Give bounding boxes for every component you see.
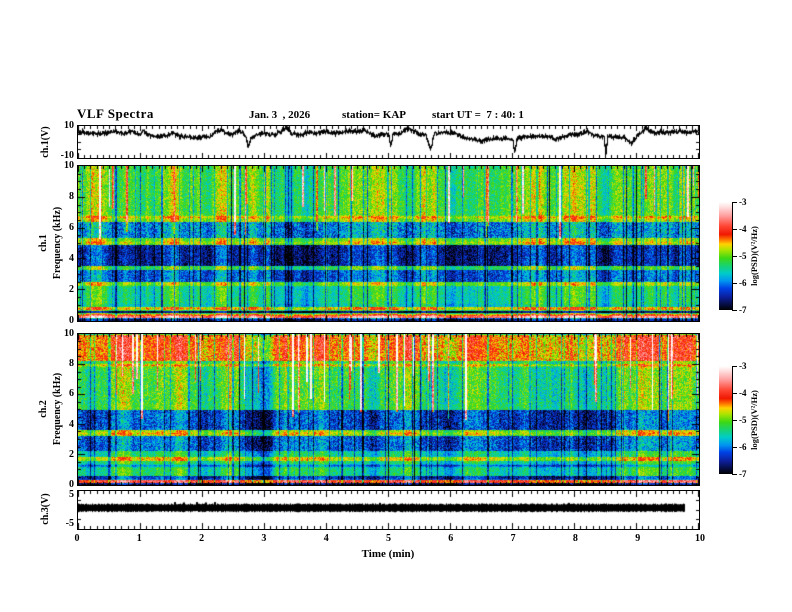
ch2-freq-tick-label: 10 (64, 328, 74, 339)
colorbar-tick (732, 420, 737, 421)
ch2-spectrogram-canvas (78, 334, 699, 485)
time-tick-label: 2 (199, 533, 205, 544)
ch1-freq-tick-label: 8 (69, 191, 74, 202)
ch1-freq-tick-label: 2 (69, 284, 74, 295)
colorbar-tick-label: -5 (739, 415, 747, 425)
colorbar-tick-label: -3 (739, 197, 747, 207)
time-tick-label: 8 (572, 533, 578, 544)
ch1-freq-tick-label: 0 (69, 315, 74, 326)
colorbar-tick (732, 310, 737, 311)
colorbar-tick-label: -3 (739, 361, 747, 371)
colorbar-tick (732, 366, 737, 367)
figure-title: VLF Spectra (77, 106, 154, 121)
colorbar-tick-label: -6 (739, 442, 747, 452)
time-tick-label: 5 (386, 533, 391, 544)
station-label: station= KAP (342, 109, 407, 121)
colorbar-tick-label: -5 (739, 251, 747, 261)
colorbar-tick (732, 202, 737, 203)
colorbar-tick-label: -4 (739, 224, 747, 234)
time-tick-label: 1 (136, 533, 142, 544)
ch2-freq-tick-label: 2 (69, 448, 74, 460)
colorbar-ch1-title: log(PSD)(V²/Hz) (749, 226, 759, 286)
colorbar-tick-label: -7 (739, 305, 747, 315)
ch1-volt-tick-label: 10 (64, 120, 74, 131)
ch3-voltage-axis-title: ch.3(V) (40, 493, 51, 525)
colorbar-tick-label: -6 (739, 278, 747, 288)
time-tick-label: 3 (261, 533, 267, 544)
time-axis-title: Time (min) (361, 548, 415, 560)
colorbar-tick (732, 393, 737, 394)
colorbar-tick (732, 474, 737, 475)
ch2-spectrogram-panel (77, 333, 700, 486)
colorbar-tick (732, 256, 737, 257)
ch1-volt-tick-label: -10 (60, 150, 74, 161)
ch3-output-canvas (78, 491, 699, 529)
colorbar-tick (732, 283, 737, 284)
colorbar-tick (732, 229, 737, 230)
ch1-freq-tick-label: 10 (64, 160, 74, 171)
ch2-freq-tick-label: 6 (69, 388, 74, 400)
ch1-spectrogram-canvas (78, 166, 699, 321)
ch1-spectrogram-panel (77, 165, 700, 322)
colorbar-tick-label: -7 (739, 469, 747, 479)
date-label: Jan. 3 , 2026 (249, 109, 311, 121)
colorbar-ch2 (719, 366, 732, 474)
start-ut-label: start UT = 7 : 40: 1 (432, 109, 524, 121)
time-tick-label: 9 (635, 533, 641, 544)
ch2-freq-tick-label: 8 (69, 358, 74, 370)
colorbar-tick (732, 447, 737, 448)
time-tick-label: 4 (323, 533, 329, 544)
ch1-waveform-canvas (78, 126, 699, 158)
ch2-freq-tick-label: 4 (69, 418, 74, 430)
colorbar-ch1 (719, 202, 732, 310)
colorbar-ch2-title: log(PSD)(V²/Hz) (749, 390, 759, 450)
ch1-row-label: ch.1 (38, 234, 49, 252)
time-tick-label: 10 (695, 533, 705, 544)
ch1-freq-tick-label: 6 (69, 222, 74, 233)
ch3-volt-tick-label: -5 (65, 518, 74, 529)
colorbar-tick-label: -4 (739, 388, 747, 398)
ch1-freq-tick-label: 4 (69, 253, 74, 264)
ch1-voltage-panel (77, 125, 700, 159)
ch3-volt-tick-label: 5 (69, 489, 74, 500)
ch2-freq-tick-label: 0 (69, 479, 74, 490)
ch3-voltage-panel (77, 490, 700, 530)
time-tick-label: 7 (510, 533, 516, 544)
time-tick-label: 0 (74, 533, 80, 544)
time-tick-label: 6 (448, 533, 454, 544)
